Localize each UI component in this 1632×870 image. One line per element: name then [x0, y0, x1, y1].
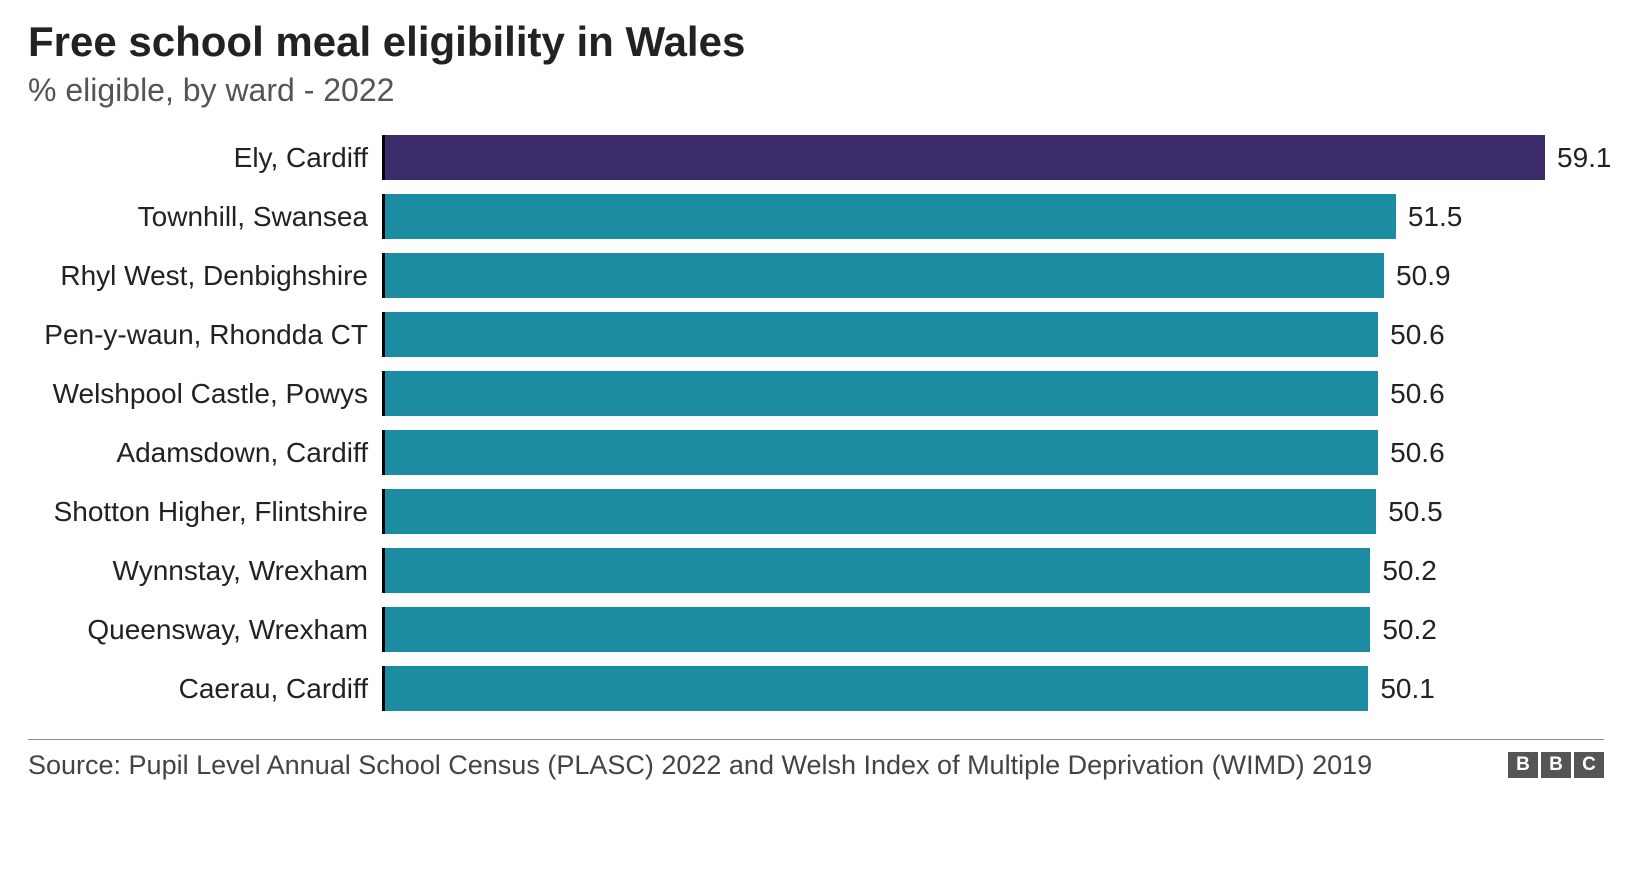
bar [385, 312, 1378, 357]
bar-value: 50.6 [1378, 378, 1445, 410]
bar-value: 59.1 [1545, 142, 1612, 174]
bar-label: Shotton Higher, Flintshire [30, 496, 382, 528]
bar [385, 489, 1376, 534]
logo-letter: B [1508, 752, 1538, 778]
bar-area: 50.6 [382, 371, 1604, 416]
bar-value: 51.5 [1396, 201, 1463, 233]
bar [385, 666, 1368, 711]
bar-area: 50.6 [382, 430, 1604, 475]
bar-value: 50.9 [1384, 260, 1451, 292]
bar-label: Wynnstay, Wrexham [30, 555, 382, 587]
bar-row: Shotton Higher, Flintshire 50.5 [30, 489, 1604, 534]
bar-label: Rhyl West, Denbighshire [30, 260, 382, 292]
bar-chart: Ely, Cardiff59.1 Townhill, Swansea 51.5 Rhy… [28, 135, 1604, 711]
chart-subtitle: % eligible, by ward - 2022 [28, 72, 1604, 109]
chart-container: Free school meal eligibility in Wales % … [0, 0, 1632, 870]
bar-label: Adamsdown, Cardiff [30, 437, 382, 469]
bar-row: Queensway, Wrexham 50.2 [30, 607, 1604, 652]
logo-letter: B [1541, 752, 1571, 778]
bar-value: 50.6 [1378, 437, 1445, 469]
bar-area: 50.5 [382, 489, 1604, 534]
bar-area: 50.9 [382, 253, 1604, 298]
bar-row: Wynnstay, Wrexham 50.2 [30, 548, 1604, 593]
bar-value: 50.6 [1378, 319, 1445, 351]
bar-label: Ely, Cardiff [30, 142, 382, 174]
bar [385, 371, 1378, 416]
chart-title: Free school meal eligibility in Wales [28, 18, 1604, 66]
bar-row: Adamsdown, Cardiff 50.6 [30, 430, 1604, 475]
bar [385, 253, 1384, 298]
bar-row: Caerau, Cardiff 50.1 [30, 666, 1604, 711]
chart-footer: Source: Pupil Level Annual School Census… [28, 748, 1604, 783]
bar-area: 50.6 [382, 312, 1604, 357]
footer-divider [28, 739, 1604, 740]
bar [385, 607, 1370, 652]
bar-label: Caerau, Cardiff [30, 673, 382, 705]
bar-label: Queensway, Wrexham [30, 614, 382, 646]
bar-value: 50.2 [1370, 555, 1437, 587]
bar-row: Townhill, Swansea 51.5 [30, 194, 1604, 239]
bar [385, 135, 1545, 180]
bar-value: 50.2 [1370, 614, 1437, 646]
bar-value: 50.1 [1368, 673, 1435, 705]
bar-area: 51.5 [382, 194, 1604, 239]
bar-area: 50.2 [382, 607, 1604, 652]
bar-area: 50.2 [382, 548, 1604, 593]
bar [385, 548, 1370, 593]
bar-row: Rhyl West, Denbighshire 50.9 [30, 253, 1604, 298]
bar-area: 50.1 [382, 666, 1604, 711]
bar-row: Ely, Cardiff59.1 [30, 135, 1604, 180]
bar-area: 59.1 [382, 135, 1612, 180]
logo-letter: C [1574, 752, 1604, 778]
bar-row: Welshpool Castle, Powys 50.6 [30, 371, 1604, 416]
bar-label: Townhill, Swansea [30, 201, 382, 233]
bar-value: 50.5 [1376, 496, 1443, 528]
bbc-logo: BBC [1508, 752, 1604, 778]
source-text: Source: Pupil Level Annual School Census… [28, 748, 1372, 783]
bar-label: Welshpool Castle, Powys [30, 378, 382, 410]
bar [385, 430, 1378, 475]
bar [385, 194, 1396, 239]
bar-row: Pen-y-waun, Rhondda CT 50.6 [30, 312, 1604, 357]
bar-label: Pen-y-waun, Rhondda CT [30, 319, 382, 351]
